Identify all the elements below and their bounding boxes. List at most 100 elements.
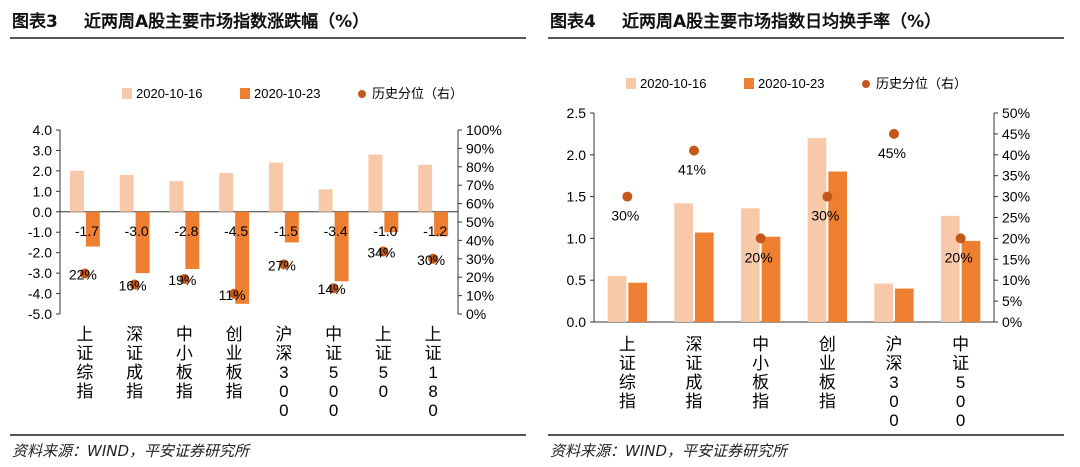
y2-tick-label: 50% xyxy=(1002,105,1030,121)
percentile-marker xyxy=(889,128,899,139)
y-tick-label: -5.0 xyxy=(28,306,52,322)
y-tick-label: 1.5 xyxy=(567,189,587,205)
source-rule xyxy=(548,434,1064,436)
chart-title-text: 近两周A股主要市场指数日均换手率（%） xyxy=(622,12,942,32)
bar-2020-10-23 xyxy=(185,211,200,270)
percentile-label: 30% xyxy=(417,252,445,268)
y2-tick-label: 30% xyxy=(1002,189,1030,205)
y-tick-label: 2.0 xyxy=(33,163,53,179)
percentile-label: 19% xyxy=(168,272,196,288)
chart-title-right: 图表4 近两周A股主要市场指数日均换手率（%） xyxy=(548,10,1068,34)
figure-label: 图表3 xyxy=(12,12,58,32)
chart-svg-right: 2020-10-16 2020-10-23 历史分位（右） 2.5 2.0 1.5 1.0 0… xyxy=(567,76,1031,430)
bar-2020-10-23 xyxy=(895,288,914,322)
bar-2020-10-23 xyxy=(235,211,250,304)
bar-2020-10-16 xyxy=(418,164,433,212)
data-label: -1.2 xyxy=(423,223,447,239)
bar-2020-10-16 xyxy=(268,162,283,212)
percentile-label: 22% xyxy=(69,267,97,283)
percentile-label: 30% xyxy=(811,208,839,224)
x-tick-label: 中证 5 0 0 xyxy=(952,335,969,430)
bar-2020-10-16 xyxy=(874,283,893,322)
y2-tick-label: 10% xyxy=(1002,272,1030,288)
y2-tick-label: 70% xyxy=(466,177,494,193)
bar-2020-10-23 xyxy=(628,282,647,322)
y2-tick-label: 15% xyxy=(1002,251,1030,267)
bar-2020-10-16 xyxy=(674,203,693,322)
percentile-marker xyxy=(428,253,439,264)
source-note: 资料来源：WIND，平安证券研究所 xyxy=(550,442,788,460)
bar-2020-10-16 xyxy=(119,174,134,212)
y-tick-label: 2.5 xyxy=(567,105,587,121)
percentile-label: 41% xyxy=(678,162,706,178)
data-label: -1.5 xyxy=(274,223,298,239)
x-tick-label: 深证成指 xyxy=(686,335,703,411)
y-tick-label: -1.0 xyxy=(28,224,52,240)
y2-tick-label: 30% xyxy=(466,251,494,267)
figure-label: 图表4 xyxy=(550,12,596,32)
bar-2020-10-23 xyxy=(828,171,847,322)
x-tick-label: 上证 1 8 0 xyxy=(425,325,442,420)
bar-2020-10-16 xyxy=(169,181,184,212)
percentile-marker xyxy=(689,145,699,156)
bar-2020-10-16 xyxy=(807,138,827,322)
percentile-marker xyxy=(755,233,766,244)
percentile-marker xyxy=(622,191,633,202)
y-tick-label: 0.0 xyxy=(567,314,587,330)
bar-2020-10-23 xyxy=(695,232,714,322)
percentile-marker xyxy=(129,279,140,290)
y2-tick-label: 20% xyxy=(466,269,494,285)
y2-tick-label: 40% xyxy=(1002,147,1030,163)
bar-2020-10-16 xyxy=(219,172,234,212)
legend-swatch xyxy=(240,88,250,99)
legend-label: 2020-10-16 xyxy=(136,86,203,101)
bar-2020-10-23 xyxy=(284,211,299,243)
title-rule xyxy=(548,37,1064,39)
bar-2020-10-16 xyxy=(368,154,383,212)
legend-label: 2020-10-23 xyxy=(254,86,321,101)
legend-swatch xyxy=(744,78,754,89)
source-note: 资料来源：WIND，平安证券研究所 xyxy=(12,442,250,460)
y2-tick-label: 90% xyxy=(466,140,494,156)
data-label: -3.0 xyxy=(125,223,149,239)
percentile-label: 30% xyxy=(611,208,639,224)
legend-label: 历史分位（右） xyxy=(372,86,463,101)
percentile-label: 45% xyxy=(878,145,906,161)
percentile-marker xyxy=(822,191,833,202)
legend-label: 2020-10-16 xyxy=(640,76,707,91)
data-label: -2.8 xyxy=(174,223,198,239)
bar-2020-10-16 xyxy=(318,189,333,212)
bar-2020-10-23 xyxy=(384,211,399,233)
percentile-label: 16% xyxy=(119,278,147,294)
x-tick-label: 中证 5 0 0 xyxy=(325,325,342,420)
y2-tick-label: 10% xyxy=(466,288,494,304)
y-tick-label: 3.0 xyxy=(33,142,53,158)
bar-2020-10-16 xyxy=(941,215,960,322)
y2-tick-label: 60% xyxy=(466,196,494,212)
x-tick-label: 深证成指 xyxy=(126,325,143,401)
bar-2020-10-23 xyxy=(334,211,349,282)
x-tick-label: 中小板指 xyxy=(176,325,193,401)
y2-tick-label: 0% xyxy=(1002,314,1022,330)
y2-tick-label: 45% xyxy=(1002,126,1030,142)
chart-title-text: 近两周A股主要市场指数涨跌幅（%） xyxy=(84,12,370,32)
x-tick-label: 沪深 3 0 0 xyxy=(275,325,292,420)
percentile-marker xyxy=(378,246,389,257)
y2-tick-label: 50% xyxy=(466,214,494,230)
title-rule xyxy=(10,37,526,39)
x-tick-label: 上证 5 0 xyxy=(375,325,392,401)
percentile-marker xyxy=(278,259,289,270)
bar-2020-10-23 xyxy=(85,211,100,247)
legend-label: 历史分位（右） xyxy=(876,76,967,91)
bar-2020-10-23 xyxy=(135,211,150,274)
bar-2020-10-16 xyxy=(741,208,760,322)
y2-tick-label: 100% xyxy=(466,122,502,138)
y2-tick-label: 20% xyxy=(1002,230,1030,246)
bar-2020-10-23 xyxy=(961,240,981,322)
percentile-marker xyxy=(179,274,190,285)
x-tick-label: 创业板指 xyxy=(819,335,836,411)
legend-swatch xyxy=(122,88,132,99)
percentile-marker xyxy=(328,283,339,294)
y2-tick-label: 35% xyxy=(1002,168,1030,184)
legend-marker xyxy=(358,90,366,98)
